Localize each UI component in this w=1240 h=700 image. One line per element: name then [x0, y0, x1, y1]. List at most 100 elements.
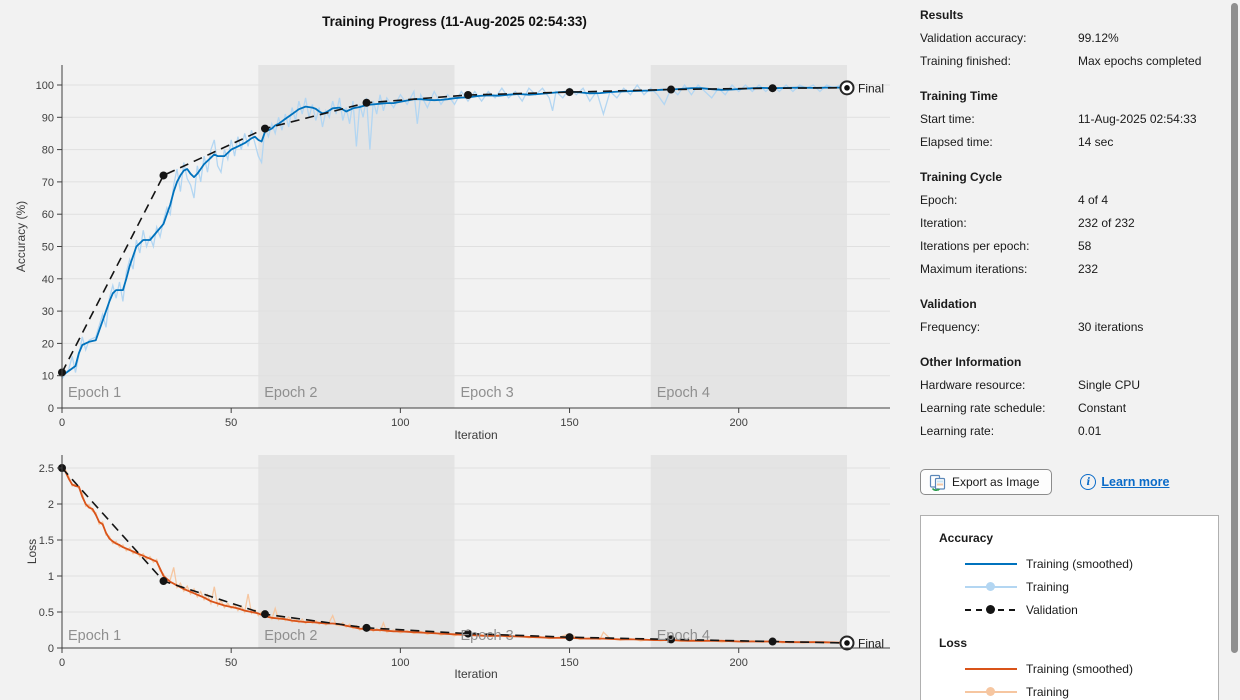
epoch-label: Epoch 4 — [657, 628, 710, 644]
y-tick-label: 1 — [48, 571, 54, 583]
info-row: Elapsed time: 14 sec — [920, 136, 1225, 148]
info-row: Hardware resource: Single CPU — [920, 379, 1225, 391]
y-tick-label: 30 — [42, 306, 54, 318]
validation-marker — [667, 85, 676, 94]
info-row: Iteration: 232 of 232 — [920, 217, 1225, 229]
final-marker-dot — [844, 85, 850, 91]
y-tick-label: 40 — [42, 274, 54, 286]
section-header-results: Results — [920, 8, 964, 22]
info-row: Training finished: Max epochs completed — [920, 55, 1225, 67]
row-label: Start time: — [920, 112, 975, 126]
legend-label: Training (smoothed) — [1026, 661, 1133, 676]
legend-label: Validation — [1026, 602, 1078, 617]
validation-marker — [362, 623, 371, 632]
row-value: 30 iterations — [1078, 320, 1144, 334]
validation-marker — [362, 98, 371, 107]
export-button-label: Export as Image — [952, 475, 1040, 489]
validation-marker — [261, 124, 270, 133]
y-tick-label: 90 — [42, 112, 54, 124]
learn-more-link[interactable]: i Learn more — [1080, 474, 1169, 490]
y-tick-label: 70 — [42, 177, 54, 189]
x-tick-label: 200 — [730, 657, 748, 669]
epoch-band — [650, 65, 847, 408]
legend-line-orange-solid-icon — [965, 664, 1017, 673]
legend-label: Training (smoothed) — [1026, 556, 1133, 571]
scrollbar-thumb[interactable] — [1231, 3, 1238, 653]
legend-item: Training (smoothed) — [939, 657, 1218, 680]
export-as-image-button[interactable]: Export as Image — [920, 469, 1053, 495]
section-header-training-time: Training Time — [920, 89, 998, 103]
x-tick-label: 100 — [391, 417, 409, 429]
validation-marker — [565, 633, 574, 642]
x-tick-label: 0 — [59, 657, 65, 669]
row-value: Single CPU — [1078, 378, 1141, 392]
epoch-band — [650, 455, 847, 648]
x-tick-label: 200 — [730, 417, 748, 429]
row-label: Hardware resource: — [920, 378, 1026, 392]
row-value: 11-Aug-2025 02:54:33 — [1078, 112, 1197, 126]
info-row: Learning rate schedule: Constant — [920, 402, 1225, 414]
y-tick-label: 20 — [42, 338, 54, 350]
epoch-label: Epoch 2 — [264, 385, 317, 401]
legend-item: Validation — [939, 598, 1218, 621]
info-row: Frequency: 30 iterations — [920, 321, 1225, 333]
section-header-other-information: Other Information — [920, 355, 1022, 369]
y-tick-label: 10 — [42, 371, 54, 383]
validation-marker — [159, 171, 168, 180]
y-tick-label: 2.5 — [39, 463, 54, 475]
final-label: Final — [858, 636, 884, 650]
validation-marker — [667, 635, 676, 644]
series-validation — [61, 467, 848, 644]
epoch-label: Epoch 3 — [461, 385, 514, 401]
row-label: Learning rate schedule: — [920, 401, 1046, 415]
epoch-label: Epoch 1 — [68, 385, 121, 401]
final-marker-dot — [844, 640, 850, 646]
validation-marker — [565, 88, 574, 97]
info-icon: i — [1080, 474, 1097, 490]
x-axis-label: Iteration — [454, 667, 497, 681]
epoch-band — [258, 455, 455, 648]
row-value: 58 — [1078, 239, 1092, 253]
legend-header-accuracy: Accuracy — [939, 531, 994, 545]
info-row: Learning rate: 0.01 — [920, 425, 1225, 437]
y-axis-label: Loss — [25, 539, 39, 564]
x-tick-label: 150 — [560, 417, 578, 429]
epoch-label: Epoch 3 — [461, 628, 514, 644]
final-label: Final — [858, 81, 884, 95]
row-value: 4 of 4 — [1078, 193, 1109, 207]
legend-label: Training — [1026, 684, 1069, 699]
y-tick-label: 0.5 — [39, 607, 54, 619]
info-row: Start time: 11-Aug-2025 02:54:33 — [920, 113, 1225, 125]
y-axis-label: Accuracy (%) — [14, 201, 28, 272]
legend-line-lightblue-dot-icon — [965, 582, 1017, 591]
info-row: Epoch: 4 of 4 — [920, 194, 1225, 206]
series-training-smoothed — [62, 467, 848, 644]
info-panel: Results Validation accuracy: 99.12% Train… — [920, 0, 1225, 437]
row-label: Learning rate: — [920, 424, 995, 438]
validation-marker — [464, 91, 473, 100]
validation-marker — [768, 637, 777, 646]
row-value: 232 — [1078, 262, 1099, 276]
legend-line-dashed-dot-icon — [965, 605, 1017, 614]
row-label: Training finished: — [920, 54, 1011, 68]
legend-line-blue-solid-icon — [965, 559, 1017, 568]
legend-panel: Accuracy Training (smoothed) Training Va… — [920, 515, 1219, 700]
row-value: 0.01 — [1078, 424, 1102, 438]
row-value: 232 of 232 — [1078, 216, 1135, 230]
row-label: Iterations per epoch: — [920, 239, 1030, 253]
row-value: 99.12% — [1078, 31, 1119, 45]
y-tick-label: 0 — [48, 403, 54, 415]
validation-marker — [261, 610, 270, 619]
legend-header-loss: Loss — [939, 636, 968, 650]
y-tick-label: 2 — [48, 499, 54, 511]
row-label: Epoch: — [920, 193, 958, 207]
y-tick-label: 80 — [42, 145, 54, 157]
y-tick-label: 60 — [42, 209, 54, 221]
validation-marker — [768, 84, 777, 93]
section-header-validation: Validation — [920, 297, 977, 311]
x-tick-label: 50 — [225, 417, 237, 429]
row-label: Iteration: — [920, 216, 967, 230]
x-axis-label: Iteration — [454, 428, 497, 442]
y-tick-label: 0 — [48, 643, 54, 655]
